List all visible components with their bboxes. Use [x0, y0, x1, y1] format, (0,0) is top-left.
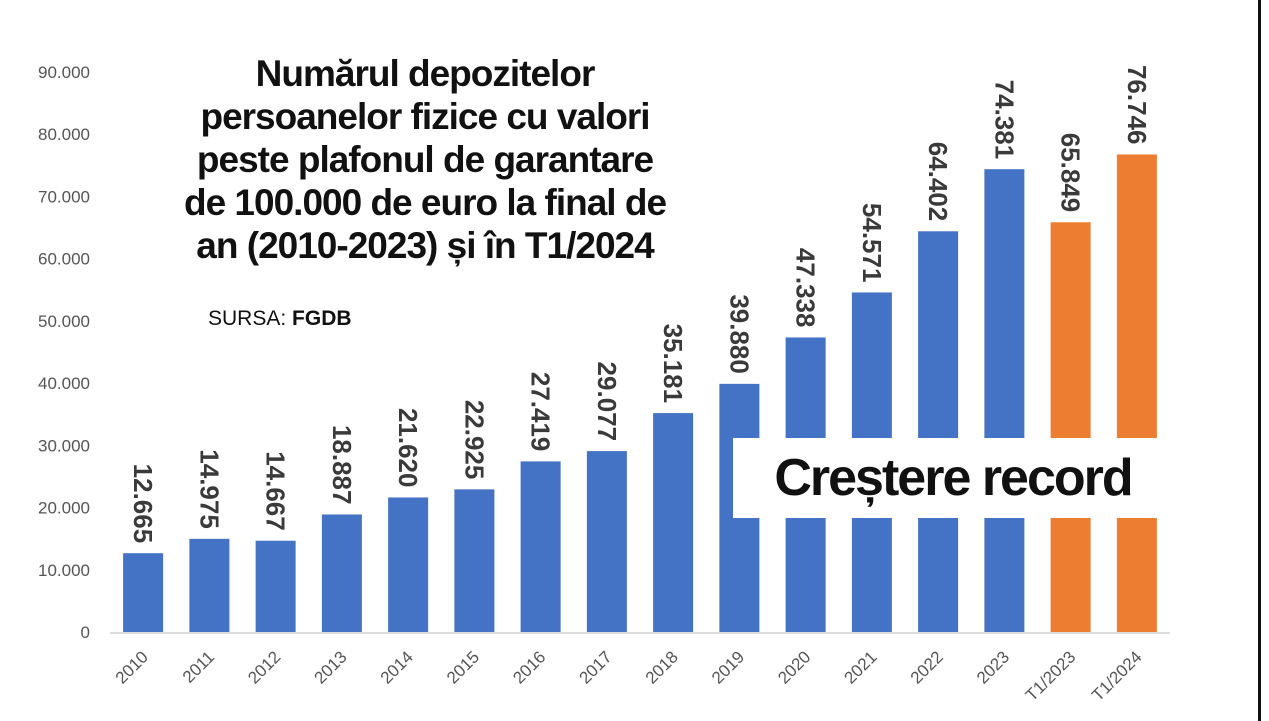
- x-tick-label: T1/2023: [1022, 647, 1080, 705]
- x-tick-label: 2021: [841, 647, 881, 687]
- annotation-callout: Creștere record: [733, 438, 1173, 518]
- y-tick-label: 20.000: [38, 499, 90, 518]
- data-label: 64.402: [923, 142, 953, 222]
- y-tick-label: 80.000: [38, 125, 90, 144]
- data-label: 54.571: [857, 203, 887, 283]
- source-label: SURSA:: [208, 307, 287, 330]
- data-label: 21.620: [393, 408, 423, 488]
- bar: [189, 538, 230, 632]
- x-tick-label: 2019: [708, 647, 748, 687]
- chart-title-line: Numărul depozitelor: [255, 53, 596, 94]
- x-tick-label: 2011: [179, 647, 218, 686]
- x-tick-label: 2023: [973, 647, 1013, 687]
- annotation-text: Creștere record: [774, 449, 1133, 507]
- y-tick-label: 60.000: [38, 250, 90, 269]
- data-label: 29.077: [592, 362, 622, 442]
- data-label: 35.181: [658, 324, 688, 404]
- x-tick-label: 2013: [311, 647, 351, 687]
- x-tick-label: 2012: [244, 647, 284, 687]
- x-tick-label: T1/2024: [1088, 647, 1146, 705]
- bar: [1116, 154, 1157, 632]
- data-label: 74.381: [989, 80, 1019, 160]
- bar: [586, 451, 627, 632]
- data-label: 12.665: [128, 464, 158, 544]
- bar: [653, 413, 694, 632]
- bar: [454, 489, 495, 632]
- y-tick-label: 40.000: [38, 374, 90, 393]
- chart-title-line: peste plafonul de garantare: [196, 139, 654, 180]
- y-tick-label: 10.000: [38, 561, 90, 580]
- data-label: 22.925: [459, 400, 489, 480]
- y-tick-label: 30.000: [38, 436, 90, 455]
- data-label: 39.880: [724, 294, 754, 374]
- chart-title-line: persoanelor fizice cu valori: [200, 96, 650, 137]
- x-tick-label: 2010: [112, 647, 152, 687]
- y-axis: 0 10.000 20.000 30.000 40.000 50.000 60.000 70.…: [38, 63, 90, 642]
- bar: [255, 540, 296, 632]
- frame-border: [1258, 0, 1261, 721]
- data-label: 65.849: [1056, 133, 1086, 213]
- data-label: 18.887: [327, 425, 357, 505]
- data-label: 27.419: [526, 372, 556, 452]
- chart-title: Numărul depozitelor persoanelor fizice c…: [160, 52, 690, 267]
- data-label: 47.338: [791, 248, 821, 328]
- y-tick-label: 90.000: [38, 63, 90, 82]
- bar: [918, 231, 959, 633]
- data-label: 14.667: [261, 451, 291, 531]
- x-tick-label: 2018: [642, 647, 682, 687]
- bar: [388, 497, 429, 632]
- source-note: SURSA: FGDB: [208, 307, 352, 331]
- source-name: FGDB: [292, 307, 352, 330]
- y-tick-label: 70.000: [38, 187, 90, 206]
- x-axis: 2010 2011 2012 2013 2014 2015 2016 2017 2018 2019…: [112, 647, 1146, 705]
- data-label: 14.975: [194, 449, 224, 529]
- data-labels: 12.665 14.975 14.667 18.887 21.620 22.925 27.4…: [128, 65, 1152, 543]
- bar: [1050, 222, 1091, 632]
- x-tick-label: 2022: [907, 647, 947, 687]
- x-tick-label: 2015: [443, 647, 483, 687]
- bar: [984, 169, 1025, 633]
- x-tick-label: 2016: [509, 647, 549, 687]
- data-label: 76.746: [1122, 65, 1152, 145]
- chart-title-line: an (2010-2023) și în T1/2024: [196, 225, 654, 266]
- bar: [520, 461, 561, 632]
- y-tick-label: 50.000: [38, 312, 90, 331]
- chart-title-line: de 100.000 de euro la final de: [183, 182, 667, 223]
- x-tick-label: 2020: [774, 647, 814, 687]
- bar: [321, 514, 362, 632]
- x-tick-label: 2014: [377, 647, 417, 687]
- y-tick-label: 0: [81, 623, 90, 642]
- x-tick-label: 2017: [576, 647, 616, 687]
- bar: [123, 553, 164, 632]
